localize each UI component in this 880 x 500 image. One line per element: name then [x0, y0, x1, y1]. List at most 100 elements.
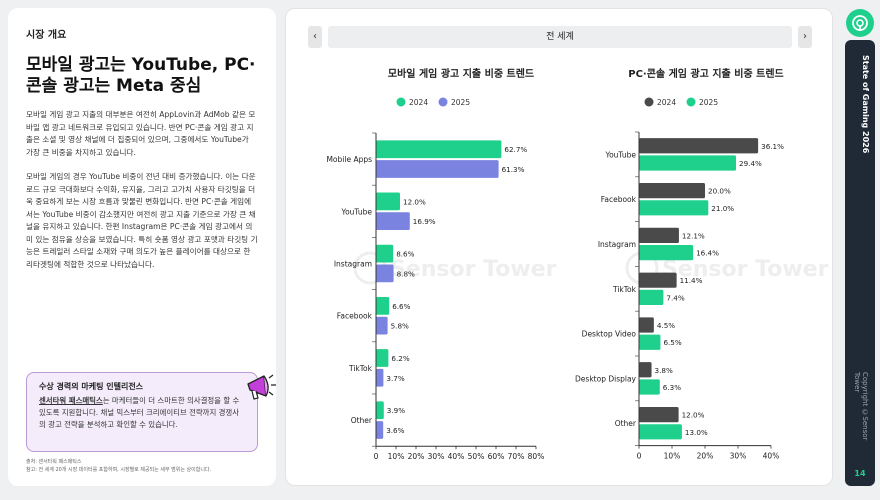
body-paragraph-2: 모바일 게임의 경우 YouTube 비중이 전년 대비 증가했습니다. 이는 …: [26, 172, 258, 269]
pc-x-tick-label: 20%: [697, 452, 714, 461]
pc-category-label: Other: [615, 419, 637, 428]
pathmatics-callout: 수상 경력의 마케팅 인텔리전스 센서타워 패스매틱스는 마케터들이 더 스마트…: [26, 372, 258, 452]
mobile-bar: [376, 368, 384, 387]
mobile-x-tick-label: 0: [374, 452, 379, 461]
mobile-x-tick-label: 70%: [508, 452, 525, 461]
mobile-data-label: 61.3%: [502, 165, 525, 174]
note-line: 참고: 전 세계 20개 시장 데이터를 포함하며, 시장별로 제공되는 세부 …: [26, 467, 212, 473]
pc-chart-title: PC·콘솔 게임 광고 지출 비중 트렌드: [628, 67, 783, 80]
pc-data-label: 4.5%: [657, 321, 675, 330]
pc-bar: [639, 317, 654, 333]
pc-bar: [639, 200, 709, 216]
pc-data-label: 12.0%: [682, 411, 705, 420]
pc-data-label: 20.0%: [708, 187, 731, 196]
mobile-bar: [376, 264, 394, 283]
watermark-text: Sensor Tower: [662, 257, 829, 282]
pc-x-tick-label: 10%: [664, 452, 681, 461]
pc-data-label: 7.4%: [666, 293, 684, 302]
pc-legend-swatch: [644, 97, 654, 107]
callout-title: 수상 경력의 마케팅 인텔리전스: [39, 382, 144, 391]
pc-data-label: 16.4%: [696, 249, 719, 258]
report-title: State of Gaming 2026: [861, 55, 870, 154]
mobile-data-label: 3.7%: [386, 374, 404, 383]
pc-category-label: Desktop Display: [575, 374, 637, 383]
mobile-data-label: 3.9%: [387, 406, 405, 415]
pc-data-label: 11.4%: [680, 276, 703, 285]
pc-data-label: 13.0%: [685, 428, 708, 437]
rail-background: [845, 40, 875, 486]
mobile-category-label: YouTube: [341, 207, 373, 216]
region-label[interactable]: 전 세계: [328, 26, 792, 48]
charts-panel: ‹ 전 세계 › Sensor Tower Sensor Tower 모바일 게임 …: [285, 8, 833, 486]
pc-legend-swatch: [686, 97, 696, 107]
mobile-category-label: Mobile Apps: [326, 155, 372, 164]
pc-bar: [639, 138, 759, 154]
pc-x-tick-label: 30%: [730, 452, 747, 461]
chevron-left-icon[interactable]: ‹: [308, 26, 322, 48]
pc-bar: [639, 182, 705, 199]
mobile-bar: [376, 244, 394, 263]
mobile-x-tick-label: 80%: [528, 452, 545, 461]
sensor-tower-logo-icon: [846, 9, 874, 37]
pc-x-tick-label: 0: [637, 452, 642, 461]
watermark-text: Sensor Tower: [390, 257, 557, 282]
mobile-x-tick-label: 30%: [428, 452, 445, 461]
mobile-data-label: 6.2%: [391, 354, 409, 363]
pc-legend-label: 2024: [657, 98, 676, 107]
mobile-data-label: 8.6%: [396, 250, 414, 259]
copyright: Copyright ©Sensor Tower: [853, 372, 869, 441]
mobile-legend-label: 2024: [409, 98, 428, 107]
region-selector: ‹ 전 세계 ›: [308, 26, 812, 48]
pc-data-label: 21.0%: [711, 204, 734, 213]
mobile-data-label: 8.8%: [397, 269, 415, 278]
source-note: 출처: 센서타워 패스매틱스 참고: 전 세계 20개 시장 데이터를 포함하며…: [26, 458, 211, 474]
mobile-data-label: 5.8%: [391, 322, 409, 331]
mobile-x-tick-label: 50%: [468, 452, 485, 461]
pc-data-label: 6.5%: [663, 338, 681, 347]
pc-data-label: 29.4%: [739, 159, 762, 168]
mobile-x-tick-label: 40%: [448, 452, 465, 461]
pc-bar: [639, 155, 737, 171]
pc-bar: [639, 379, 660, 395]
pc-legend-label: 2025: [699, 98, 718, 107]
pc-bar: [639, 334, 661, 350]
pc-bar: [639, 272, 677, 288]
mobile-category-label: Facebook: [337, 312, 373, 321]
callout-body: 센서타워 패스매틱스는 마케터들이 더 스마트한 의사결정을 할 수 있도록 지…: [39, 395, 245, 431]
mobile-x-tick-label: 20%: [408, 452, 425, 461]
mobile-bar: [376, 421, 384, 439]
megaphone-icon: [247, 374, 276, 400]
pc-x-tick-label: 40%: [763, 452, 780, 461]
pc-category-label: YouTube: [605, 150, 637, 159]
pc-data-label: 3.8%: [655, 366, 673, 375]
mobile-bar: [376, 401, 384, 420]
pc-bar: [639, 227, 679, 243]
pc-bar: [639, 362, 652, 378]
market-overview-panel: 시장 개요 모바일 광고는 YouTube, PC·콘솔 광고는 Meta 중심…: [8, 8, 276, 486]
pc-bar: [639, 406, 679, 423]
pc-category-label: Instagram: [598, 240, 636, 249]
mobile-category-label: Other: [351, 416, 373, 425]
mobile-bar: [376, 192, 400, 211]
pc-category-label: TikTok: [612, 285, 637, 294]
source-line: 출처: 센서타워 패스매틱스: [26, 459, 82, 465]
pc-data-label: 12.1%: [682, 231, 705, 240]
mobile-bar: [376, 296, 390, 315]
pc-data-label: 6.3%: [663, 383, 681, 392]
pc-bar: [639, 245, 694, 261]
side-rail: State of Gaming 2026 Copyright ©Sensor T…: [841, 0, 880, 500]
chevron-right-icon[interactable]: ›: [798, 26, 812, 48]
page-title: 모바일 광고는 YouTube, PC·콘솔 광고는 Meta 중심: [26, 55, 256, 96]
mobile-bar: [376, 212, 410, 231]
mobile-legend-swatch: [438, 97, 448, 107]
mobile-chart-title: 모바일 게임 광고 지출 비중 트렌드: [388, 67, 534, 80]
callout-body-text: 는 마케터들이 더 스마트한 의사결정을 할 수 있도록 지원합니다. 채널 믹…: [39, 396, 240, 429]
mobile-data-label: 12.0%: [403, 197, 426, 206]
mobile-category-label: Instagram: [334, 260, 372, 269]
pathmatics-link[interactable]: 센서타워 패스매틱스: [39, 396, 103, 405]
mobile-category-label: TikTok: [348, 364, 373, 373]
section-label: 시장 개요: [26, 30, 67, 41]
mobile-data-label: 62.7%: [504, 145, 527, 154]
mobile-data-label: 6.6%: [392, 302, 410, 311]
mobile-data-label: 3.6%: [386, 426, 404, 435]
